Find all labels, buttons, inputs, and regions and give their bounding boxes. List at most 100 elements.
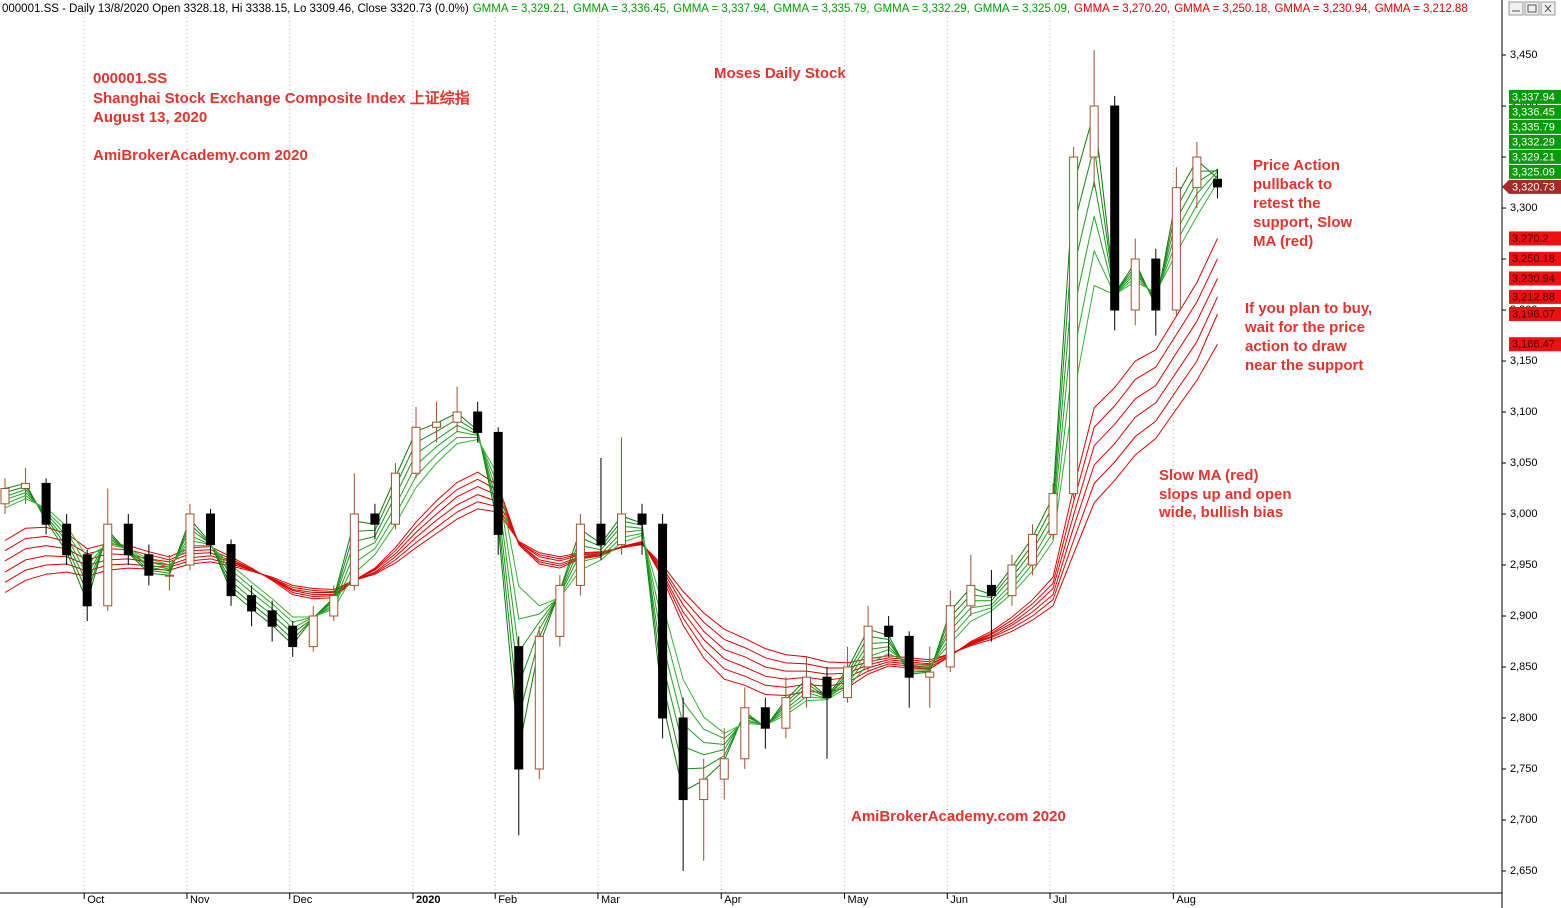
candle-body: [103, 523, 113, 607]
price-tag-label: 3,325.09: [1512, 166, 1555, 178]
candle-body: [904, 635, 914, 678]
header-gmma: GMMA = 3,337.94,: [673, 3, 769, 15]
price-tag: [1509, 271, 1561, 286]
candle-body: [432, 421, 442, 428]
annotation: retest the: [1253, 195, 1321, 212]
candle-body: [1212, 178, 1222, 188]
annotation: pullback to: [1253, 176, 1332, 193]
annotation: slops up and open: [1159, 486, 1292, 503]
candle-body: [986, 584, 996, 597]
maximize-button[interactable]: [1524, 1, 1540, 16]
x-tick-label: Jun: [950, 894, 968, 906]
gmma-line: [4, 278, 1218, 681]
header-gmma: GMMA = 3,329.21,: [473, 3, 569, 15]
price-tag: [1509, 89, 1561, 104]
price-tag: [1509, 164, 1561, 179]
candle-body: [514, 646, 524, 770]
price-tag-label: 3,320.73: [1512, 181, 1555, 193]
candle-body: [843, 666, 853, 699]
y-tick-label: 3,100: [1510, 406, 1538, 418]
candle-body: [637, 513, 647, 525]
candle-body: [1192, 156, 1202, 189]
candle-body: [206, 513, 215, 546]
candle-body: [185, 513, 195, 566]
candle-body: [0, 488, 10, 505]
price-tag: [1509, 134, 1561, 149]
minimize-button[interactable]: [1508, 1, 1524, 16]
candle-body: [349, 513, 359, 586]
annotation: action to draw: [1245, 338, 1347, 355]
price-tag: [1509, 251, 1561, 266]
candle-body: [144, 554, 154, 576]
candle-body: [699, 778, 709, 801]
annotation: Shanghai Stock Exchange Composite Index …: [93, 89, 470, 107]
candle-body: [41, 482, 51, 525]
candle-body: [308, 615, 318, 648]
candle-body: [534, 635, 544, 770]
candle-body: [390, 472, 400, 525]
price-tag: [1509, 119, 1561, 134]
y-tick-label: 3,050: [1510, 457, 1538, 469]
header-text: 000001.SS - Daily 13/8/2020 Open 3328.18…: [2, 3, 1468, 15]
candle-body: [945, 605, 955, 668]
header-gmma: GMMA = 3,336.45,: [573, 3, 669, 15]
candle-body: [452, 411, 462, 423]
header-gmma: GMMA = 3,335.79,: [773, 3, 869, 15]
x-tick-label: Nov: [190, 894, 210, 906]
x-tick-label: Oct: [87, 894, 104, 906]
price-tag-label: 3,250.18: [1512, 253, 1555, 265]
x-tick-label: Feb: [498, 894, 517, 906]
price-tag-label: 3,332.29: [1512, 136, 1555, 148]
x-tick-label: Jul: [1053, 894, 1067, 906]
y-tick-label: 3,150: [1510, 355, 1538, 367]
maximize-icon: [1527, 4, 1537, 13]
header-gmma: GMMA = 3,325.09,: [974, 3, 1070, 15]
y-tick-label: 3,000: [1510, 508, 1538, 520]
price-tag: [1509, 289, 1561, 304]
price-tag-label: 3,212.88: [1512, 291, 1555, 303]
candle-body: [678, 717, 688, 801]
watermark: AmiBrokerAcademy.com 2020: [93, 147, 308, 164]
y-tick-label: 2,850: [1510, 661, 1538, 673]
price-tag-label: 3,335.79: [1512, 121, 1555, 133]
candle-body: [493, 431, 503, 535]
candle-body: [658, 523, 668, 719]
annotations: 000001.SS Shanghai Stock Exchange Compos…: [93, 65, 1372, 825]
header-gmma: GMMA = 3,270.20,: [1074, 3, 1170, 15]
y-tick-label: 3,300: [1510, 202, 1538, 214]
candle-body: [575, 523, 585, 586]
annotation: MA (red): [1253, 233, 1313, 250]
candle-body: [288, 625, 298, 648]
annotation: August 13, 2020: [93, 109, 207, 126]
candle-body: [267, 610, 277, 627]
y-tick-label: 3,450: [1510, 49, 1538, 61]
annotation: support, Slow: [1253, 214, 1352, 231]
candle-body: [1089, 105, 1099, 158]
candle-body: [740, 707, 750, 760]
y-tick-label: 2,650: [1510, 865, 1538, 877]
gmma-line: [4, 313, 1218, 669]
price-tag: [1509, 231, 1561, 246]
candle-body: [247, 595, 257, 612]
x-tick-label: Aug: [1176, 894, 1196, 906]
x-tick-label: 2020: [416, 894, 440, 906]
candle-body: [226, 544, 236, 597]
candle-body: [781, 697, 791, 729]
y-tick-label: 2,700: [1510, 814, 1538, 826]
candle-body: [863, 625, 873, 668]
price-tag-label: 3,230.94: [1512, 273, 1555, 285]
candle-body: [822, 676, 832, 699]
candle-body: [760, 707, 770, 729]
candle-body: [370, 513, 380, 525]
candle-body: [1069, 156, 1079, 495]
chart-header: 000001.SS - Daily 13/8/2020 Open 3328.18…: [2, 3, 1468, 15]
price-tag-label: 3,337.94: [1512, 91, 1555, 103]
candle-body: [329, 595, 339, 617]
candle-body: [21, 482, 31, 490]
y-tick-label: 2,750: [1510, 763, 1538, 775]
price-tag-label: 3,196.07: [1512, 308, 1555, 320]
candle-body: [966, 584, 976, 607]
header-gmma: GMMA = 3,230.94,: [1274, 3, 1370, 15]
candle-body: [62, 523, 72, 556]
